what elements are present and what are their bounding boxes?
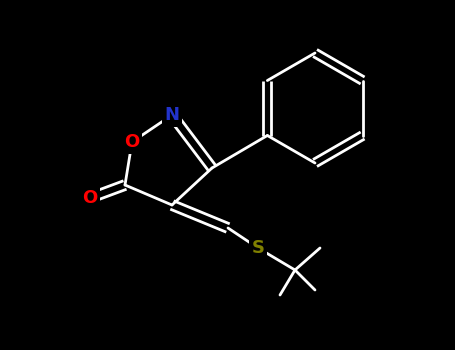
Text: O: O [124, 133, 140, 151]
Text: S: S [252, 239, 264, 257]
Text: O: O [82, 189, 98, 207]
Text: N: N [165, 106, 180, 124]
